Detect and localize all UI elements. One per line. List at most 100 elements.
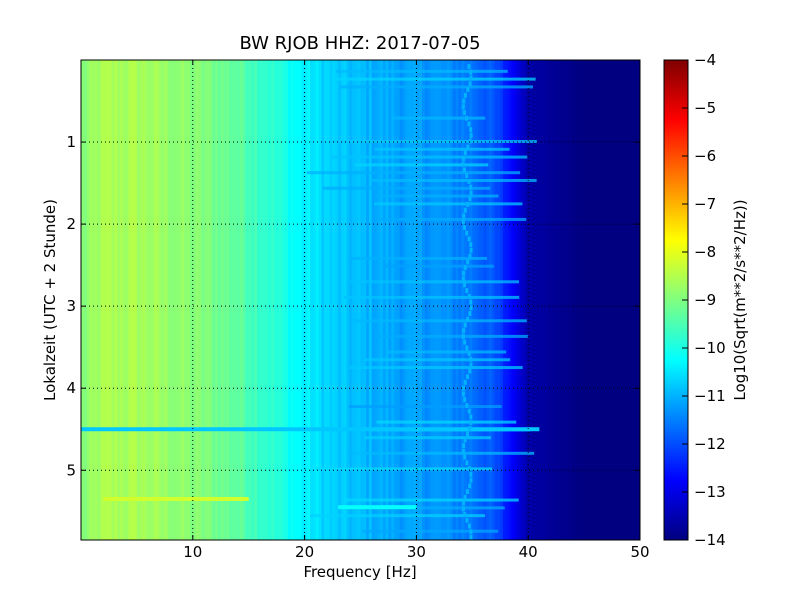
heatmap-tonal: [465, 115, 469, 121]
heatmap-cell: [287, 60, 292, 540]
heatmap-cell: [458, 60, 462, 540]
heatmap-tonal: [465, 402, 469, 408]
colorbar-tick-label: −14: [694, 531, 726, 549]
heatmap-cell: [525, 60, 529, 540]
heatmap-cell: [265, 60, 269, 540]
heatmap-cell: [273, 60, 278, 540]
heatmap-cell: [181, 60, 186, 540]
x-tick-label: 20: [295, 543, 314, 561]
heatmap-cell: [455, 60, 459, 540]
y-tick-label: 4: [66, 379, 76, 397]
heatmap-band: [373, 202, 523, 206]
heatmap-tonal: [463, 380, 467, 385]
heatmap-cell: [637, 60, 640, 540]
heatmap-tonal: [467, 523, 471, 529]
heatmap-cell: [413, 60, 417, 540]
heatmap-cell: [293, 60, 297, 540]
heatmap-cell: [547, 60, 552, 540]
heatmap-tonal: [466, 259, 470, 265]
heatmap-cell: [394, 60, 398, 540]
heatmap-tonal: [469, 305, 473, 311]
heatmap-cell: [416, 60, 420, 540]
heatmap-band: [349, 366, 523, 370]
heatmap-cell: [97, 60, 102, 540]
heatmap-cell: [335, 60, 339, 540]
heatmap-cell: [595, 60, 599, 540]
heatmap-tonal: [463, 397, 467, 403]
heatmap-cell: [142, 60, 146, 540]
heatmap-tonal: [469, 357, 473, 362]
heatmap-cell: [312, 60, 317, 540]
heatmap-tonal: [465, 345, 469, 351]
y-axis-label: Lokalzeit (UTC + 2 Stunde): [41, 199, 59, 401]
heatmap-cell: [598, 60, 602, 540]
heatmap-cell: [486, 60, 490, 540]
heatmap-cell: [517, 60, 521, 540]
heatmap-cell: [626, 60, 630, 540]
heatmap-band: [374, 506, 505, 510]
heatmap-cell: [198, 60, 202, 540]
heatmap-band: [335, 69, 508, 73]
heatmap-cell: [164, 60, 169, 540]
heatmap-cell: [315, 60, 320, 540]
heatmap-cell: [433, 60, 437, 540]
heatmap-cell: [178, 60, 183, 540]
heatmap-cell: [606, 60, 610, 540]
heatmap-cell: [192, 60, 197, 540]
heatmap-cell: [148, 60, 152, 540]
heatmap-tonal: [465, 173, 469, 179]
heatmap-tonal: [465, 489, 469, 495]
heatmap-cell: [421, 60, 426, 540]
heatmap-cell: [419, 60, 423, 540]
x-tick-label: 50: [630, 543, 649, 561]
heatmap-cell: [519, 60, 524, 540]
heatmap-band: [354, 319, 527, 323]
heatmap-cell: [201, 60, 205, 540]
heatmap-band: [362, 529, 499, 533]
heatmap-cell: [159, 60, 163, 540]
heatmap-tonal: [469, 420, 473, 426]
heatmap-tonal: [461, 276, 465, 282]
heatmap-cell: [134, 60, 138, 540]
heatmap-cell: [271, 60, 275, 540]
heatmap-tonal: [463, 454, 467, 460]
heatmap-cell: [173, 60, 177, 540]
colorbar-tick-label: −8: [694, 243, 716, 261]
heatmap-cell: [206, 60, 211, 540]
heatmap-cell: [184, 60, 188, 540]
heatmap-cell: [120, 60, 124, 540]
heatmap-tonal: [463, 322, 467, 328]
heatmap-cell: [623, 60, 627, 540]
heatmap-band: [376, 194, 499, 198]
heatmap-tonal: [465, 431, 469, 437]
heatmap-cell: [477, 60, 482, 540]
heatmap-event: [103, 496, 249, 501]
heatmap-cell: [449, 60, 454, 540]
heatmap-cell: [539, 60, 543, 540]
y-tick-label: 3: [66, 297, 76, 315]
heatmap-cell: [332, 60, 336, 540]
heatmap-tonal: [462, 110, 466, 115]
heatmap-cell: [229, 60, 233, 540]
heatmap-tonal: [466, 374, 470, 380]
heatmap-cell: [338, 60, 342, 540]
heatmap-cell: [466, 60, 471, 540]
heatmap-cell: [497, 60, 501, 540]
heatmap-cell: [542, 60, 546, 540]
heatmap-cell: [368, 60, 373, 540]
heatmap-cell: [237, 60, 241, 540]
heatmap-band: [343, 498, 519, 502]
heatmap-cell: [209, 60, 213, 540]
heatmap-tonal: [467, 121, 471, 127]
heatmap-tonal: [462, 98, 466, 104]
heatmap-cell: [145, 60, 149, 540]
heatmap-cell: [558, 60, 563, 540]
heatmap-tonal: [467, 351, 471, 357]
heatmap-tonal: [468, 311, 472, 316]
heatmap-tonal: [462, 500, 466, 506]
heatmap-cell: [153, 60, 158, 540]
heatmap-cell: [544, 60, 549, 540]
heatmap-cell: [299, 60, 303, 540]
x-tick-label: 10: [183, 543, 202, 561]
heatmap-tonal: [462, 328, 466, 334]
